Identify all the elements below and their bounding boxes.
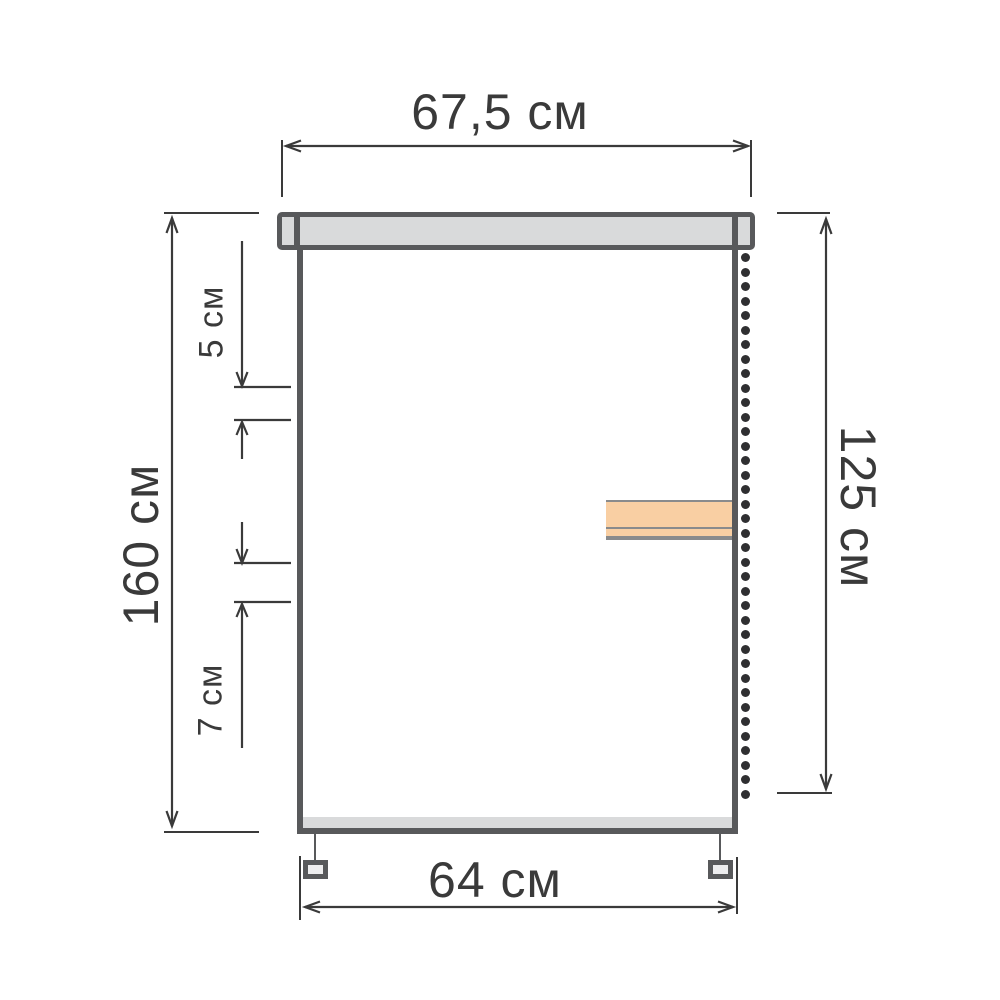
dim-bottom-width-label: 64 см (428, 852, 562, 908)
chain-bead (741, 557, 750, 567)
chain-bead (741, 543, 750, 552)
chain-bead (741, 499, 750, 509)
chain-bead (741, 586, 750, 596)
chain-bead (741, 644, 750, 654)
chain-bead (741, 601, 750, 610)
chain-bead (741, 369, 750, 378)
ext-line-top-right (750, 140, 752, 197)
bracket-cord-left (314, 834, 316, 860)
cassette (277, 212, 755, 250)
dim-left-height-label: 160 см (113, 463, 169, 627)
ext-line-left-bottom (164, 831, 259, 833)
ext-line-bottom-left (299, 856, 301, 920)
chain-bead (741, 485, 750, 494)
dim-bottom-width-arrow-line (301, 900, 737, 914)
chain-bead (741, 412, 750, 422)
chain-bead (741, 673, 750, 683)
dim-left-height-arrow-line (165, 214, 179, 830)
chain-bead (741, 702, 750, 712)
chain-bead (741, 470, 750, 480)
chain-bead (741, 615, 750, 625)
chain-bead (741, 340, 750, 349)
bottom-bar-edge (297, 828, 738, 834)
dim-right-height-label: 125 см (830, 425, 886, 589)
cassette-end-cap-left (294, 212, 300, 250)
bead-chain (741, 253, 751, 799)
gap-stripe (303, 372, 732, 409)
chain-bead (741, 354, 750, 364)
chain-bead (741, 630, 750, 639)
side-rail-right (732, 250, 738, 834)
gap-stripe (303, 307, 732, 340)
dim-stripe-gap-arrow-line (234, 241, 291, 459)
chain-bead (741, 311, 750, 320)
chain-bead (741, 731, 750, 741)
ext-line-left-top (164, 212, 259, 214)
side-rail-left (297, 250, 303, 834)
ext-line-top-left (281, 140, 283, 197)
blind-fabric (303, 250, 732, 817)
ext-line-right-top (777, 212, 830, 214)
chain-bead (741, 267, 750, 277)
chain-bead (741, 282, 750, 291)
gap-stripe (303, 277, 732, 307)
chain-bead (741, 514, 750, 523)
chain-bead (741, 789, 750, 799)
bracket-left (303, 860, 328, 879)
ext-line-right-bottom (777, 792, 832, 794)
bottom-weight-bar (303, 817, 732, 828)
chain-bead (741, 427, 750, 436)
dim-stripe-fabric-label: 7 см (191, 663, 230, 737)
dim-stripe-gap-label: 5 см (192, 285, 231, 359)
chain-bead (741, 746, 750, 755)
chain-bead (741, 572, 750, 581)
chain-bead (741, 717, 750, 726)
chain-bead (741, 760, 750, 770)
chain-bead (741, 775, 750, 784)
chain-bead (741, 659, 750, 668)
ext-line-bottom-right (736, 857, 738, 914)
bracket-right (708, 860, 733, 879)
gap-stripe (303, 409, 732, 444)
bracket-cord-right (719, 834, 721, 860)
chain-bead (741, 441, 750, 451)
chain-bead (741, 398, 750, 407)
dim-top-width-arrow-line (282, 139, 752, 153)
chain-bead (741, 688, 750, 697)
chain-bead (741, 456, 750, 465)
chain-bead (741, 528, 750, 538)
dim-top-width-label: 67,5 см (411, 84, 589, 140)
fabric-stripe (606, 500, 732, 529)
gap-stripe (303, 340, 732, 372)
chain-bead (741, 383, 750, 393)
gap-stripe (303, 444, 732, 479)
chain-bead (741, 296, 750, 306)
chain-bead (741, 325, 750, 335)
gap-stripe (303, 250, 732, 277)
dim-right-height-arrow-line (819, 215, 833, 793)
chain-bead (741, 253, 750, 262)
dim-stripe-fabric-arrow-line (234, 522, 291, 748)
cassette-end-cap-right (732, 212, 738, 250)
